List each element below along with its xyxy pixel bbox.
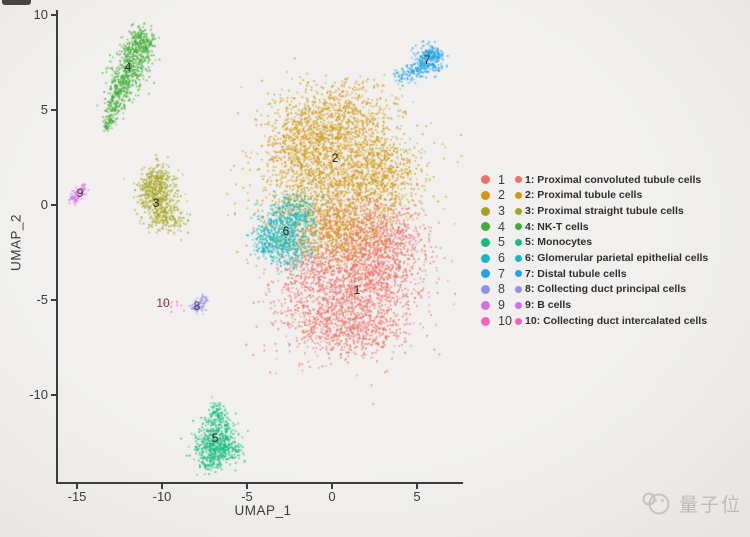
legend-row-9: 9 9: B cells: [481, 298, 708, 314]
legend-annotation-dot: [515, 223, 522, 231]
x-tick-label: -10: [152, 489, 172, 504]
legend-cluster-number: 4: [498, 219, 505, 234]
x-tick-mark: [415, 484, 418, 489]
y-tick-label: 5: [40, 101, 48, 117]
legend-cluster-number: 2: [498, 188, 505, 203]
watermark: 量子位: [640, 489, 742, 517]
y-tick-mark: [51, 13, 56, 16]
y-tick-label: -10: [29, 387, 48, 402]
cluster-label-1: 1: [353, 282, 361, 297]
x-tick-label: 0: [328, 489, 336, 504]
legend-row-3: 3 3: Proximal straight tubule cells: [481, 203, 708, 219]
y-tick-label: 10: [33, 6, 48, 22]
cluster-label-3: 3: [152, 195, 160, 210]
legend-row-1: 1 1: Proximal convoluted tubule cells: [481, 172, 708, 188]
legend-row-7: 7 7: Distal tubule cells: [481, 266, 708, 282]
legend-cluster-number: 1: [498, 172, 505, 187]
legend-row-6: 6 6: Glomerular parietal epithelial cells: [481, 250, 708, 266]
legend-annotation-dot: [515, 176, 522, 184]
legend-row-4: 4 4: NK-T cells: [481, 219, 708, 235]
y-axis-title: UMAP_2: [8, 213, 24, 272]
legend-annotation-label: 1: Proximal convoluted tubule cells: [525, 173, 702, 186]
legend-annotation-label: 9: B cells: [525, 299, 572, 312]
legend-annotation-dot: [515, 270, 522, 278]
legend-annotation-label: 7: Distal tubule cells: [525, 267, 627, 280]
cluster-label-2: 2: [331, 151, 339, 166]
y-tick-mark: [51, 203, 56, 206]
legend-cluster-dot: [481, 206, 490, 216]
legend-annotation-label: 8: Collecting duct principal cells: [525, 283, 687, 296]
legend-cluster-dot: [481, 316, 490, 326]
legend-annotation-label: 2: Proximal tubule cells: [525, 189, 643, 202]
legend-cluster-dot: [481, 222, 490, 232]
legend-row-5: 5 5: Monocytes: [481, 235, 708, 251]
legend-annotation-dot: [515, 254, 522, 262]
qbitai-logo-icon: [642, 492, 670, 515]
x-axis-title: UMAP_1: [234, 503, 292, 518]
cluster-label-9: 9: [76, 186, 84, 200]
legend-cluster-dot: [481, 253, 490, 263]
legend-annotation-label: 6: Glomerular parietal epithelial cells: [525, 252, 709, 265]
legend-cluster-dot: [481, 238, 490, 248]
x-tick-mark: [330, 484, 333, 489]
y-tick-mark: [51, 394, 56, 396]
legend-annotation-dot: [515, 192, 522, 200]
legend-cluster-dot: [481, 191, 490, 201]
watermark-text: 量子位: [678, 494, 742, 516]
legend-cluster-number: 6: [498, 251, 505, 266]
x-tick-label: -5: [241, 489, 253, 504]
legend-row-8: 8 8: Collecting duct principal cells: [481, 282, 708, 298]
legend-cluster-dot: [481, 285, 490, 295]
y-tick-mark: [51, 298, 56, 301]
legend-row-10: 10 10: Collecting duct intercalated cells: [481, 313, 708, 329]
legend-cluster-number: 3: [498, 203, 505, 218]
legend-cluster-number: 7: [498, 266, 505, 281]
legend-annotation-label: 5: Monocytes: [525, 236, 593, 249]
legend-cluster-dot: [481, 175, 490, 185]
cluster-label-10: 10: [156, 296, 170, 311]
legend-cluster-dot: [481, 300, 490, 310]
y-axis-line: [56, 10, 58, 484]
x-tick-mark: [245, 484, 248, 489]
cluster-label-4: 4: [124, 60, 132, 74]
legend-cluster-number: 5: [498, 235, 505, 250]
legend-cluster-number: 8: [498, 282, 505, 297]
x-axis-line: [56, 482, 463, 484]
x-tick-mark: [76, 484, 79, 489]
legend-annotation-dot: [515, 317, 522, 325]
legend-annotation-label: 3: Proximal straight tubule cells: [525, 204, 684, 217]
legend-annotation-label: 10: Collecting duct intercalated cells: [525, 314, 708, 327]
y-tick-label: -5: [36, 291, 48, 307]
cluster-label-5: 5: [211, 430, 219, 445]
legend-cluster-number: 10: [498, 313, 512, 328]
legend-cluster-number: 9: [498, 298, 505, 313]
y-tick-label: 0: [40, 196, 48, 212]
legend-annotation-dot: [515, 239, 522, 247]
x-tick-label: -15: [67, 489, 87, 504]
legend-annotation-dot: [515, 301, 522, 309]
legend-cluster-dot: [481, 269, 490, 279]
x-tick-label: 5: [413, 489, 421, 504]
legend-annotation-dot: [515, 207, 522, 215]
cluster-legend: 1 1: Proximal convoluted tubule cells 2 2: …: [481, 172, 708, 329]
y-tick-mark: [51, 108, 56, 111]
legend-row-2: 2 2: Proximal tubule cells: [481, 188, 708, 204]
cluster-label-6: 6: [282, 224, 290, 238]
cluster-label-7: 7: [423, 52, 431, 67]
legend-annotation-dot: [515, 286, 522, 294]
legend-annotation-label: 4: NK-T cells: [525, 220, 589, 233]
cluster-label-8: 8: [193, 299, 201, 314]
x-tick-mark: [161, 484, 164, 489]
